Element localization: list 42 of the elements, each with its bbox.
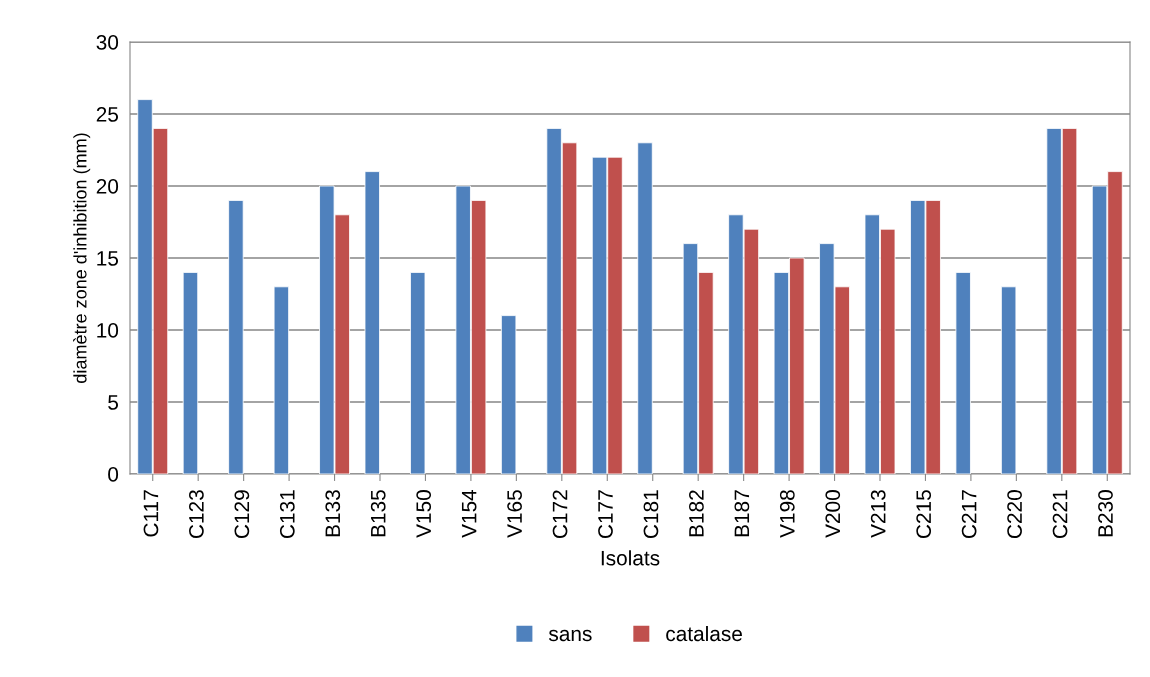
x-tick-label: C220 bbox=[1007, 490, 1022, 539]
x-tick-label: V150 bbox=[416, 490, 432, 538]
x-tick-label: B133 bbox=[325, 490, 341, 537]
x-tick-label: C172 bbox=[552, 490, 568, 539]
x-tick-label: B230 bbox=[1098, 490, 1113, 537]
bar bbox=[1000, 286, 1017, 474]
bar bbox=[273, 286, 290, 474]
bar bbox=[228, 199, 244, 474]
x-tick-label: C129 bbox=[234, 490, 250, 539]
x-tick-label: C123 bbox=[189, 490, 204, 539]
x-axis-title: Isolats bbox=[601, 550, 660, 566]
y-tick-label: 25 bbox=[96, 107, 119, 122]
bar bbox=[182, 271, 199, 474]
y-axis-title: diamètre zone d'inhibition (mm) bbox=[73, 133, 91, 383]
bar bbox=[500, 315, 517, 474]
y-tick-label: 10 bbox=[97, 323, 119, 338]
x-tick-label: B135 bbox=[370, 490, 386, 537]
x-tick-label: V213 bbox=[870, 490, 886, 538]
x-tick-label: V200 bbox=[825, 490, 841, 538]
legend-label: sans bbox=[548, 629, 592, 642]
x-tick-label: C131 bbox=[279, 490, 295, 539]
bar bbox=[410, 271, 426, 474]
x-tick-label: C177 bbox=[598, 490, 613, 539]
x-tick-label: C215 bbox=[916, 490, 932, 539]
y-tick-label: 20 bbox=[96, 179, 119, 194]
x-tick-label: V154 bbox=[461, 489, 477, 538]
legend-label: catalase bbox=[666, 625, 742, 642]
x-tick-label: B182 bbox=[689, 490, 704, 537]
y-tick-label: 5 bbox=[108, 395, 119, 410]
x-tick-label: C181 bbox=[643, 490, 659, 539]
x-tick-label: V165 bbox=[507, 490, 522, 538]
bar bbox=[955, 271, 971, 474]
x-tick-label: C117 bbox=[143, 490, 159, 537]
x-tick-label: B187 bbox=[734, 490, 750, 537]
x-tick-label: C217 bbox=[961, 490, 977, 539]
x-tick-label: C221 bbox=[1052, 490, 1068, 539]
y-tick-label: 15 bbox=[97, 251, 119, 266]
bar bbox=[637, 142, 653, 474]
y-tick-label: 0 bbox=[108, 467, 119, 482]
bar bbox=[364, 171, 380, 474]
x-tick-label: V198 bbox=[779, 490, 795, 538]
y-tick-label: 30 bbox=[96, 35, 119, 50]
